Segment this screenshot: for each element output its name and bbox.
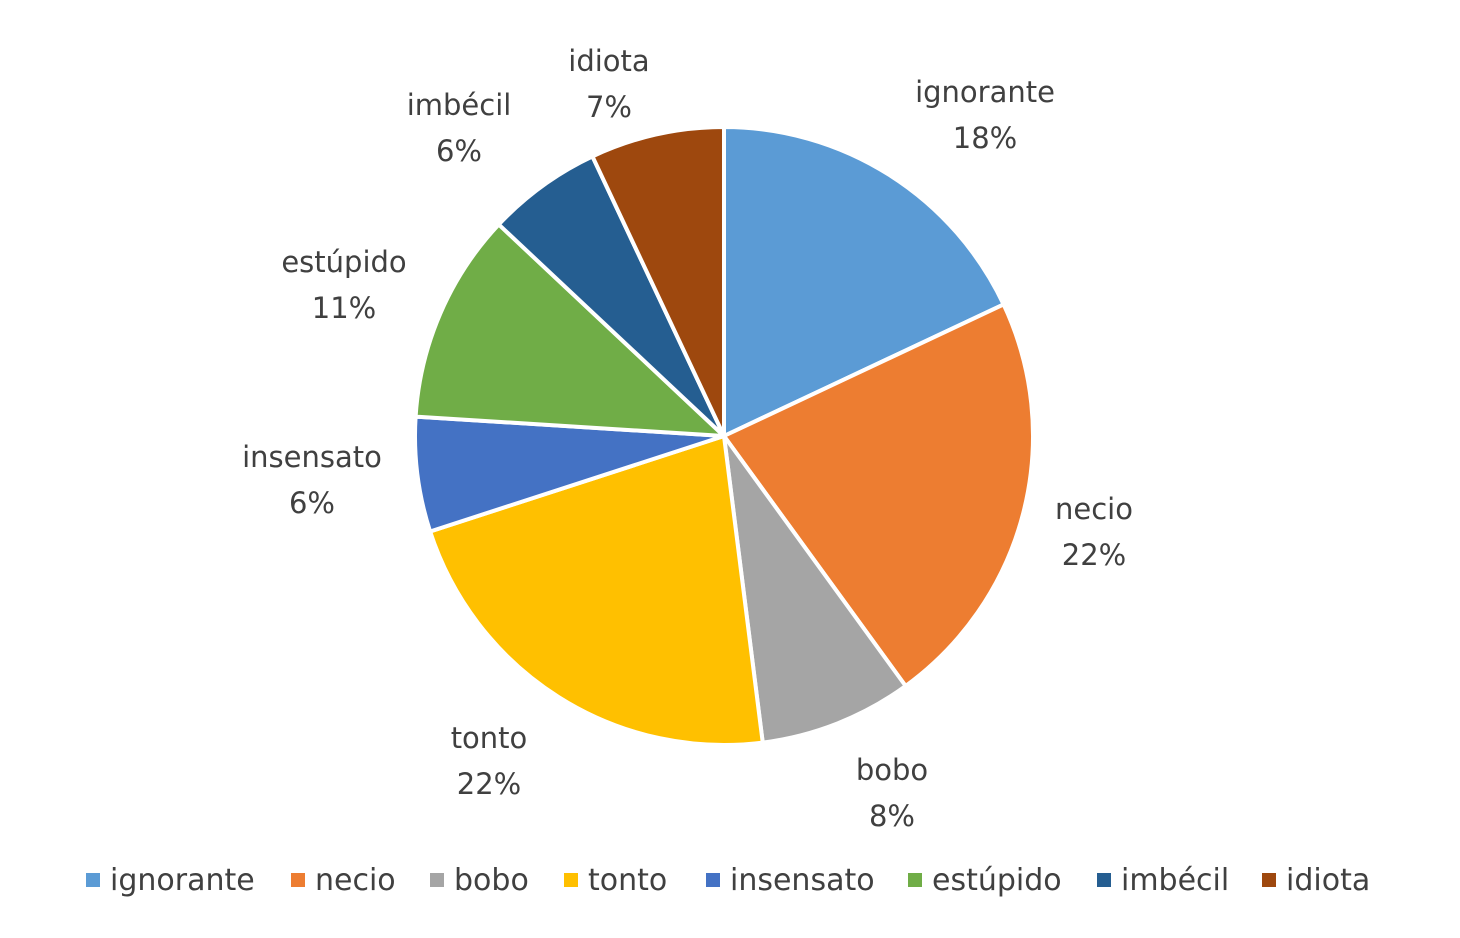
- legend-swatch: [564, 873, 578, 887]
- legend-label: insensato: [730, 863, 875, 898]
- data-label-percent: 18%: [953, 121, 1017, 155]
- legend-label: estúpido: [932, 863, 1062, 898]
- legend-swatch: [706, 873, 720, 887]
- data-label-category: idiota: [568, 44, 649, 78]
- data-label-ignorante: ignorante 18%: [915, 75, 1055, 155]
- data-label-percent: 22%: [457, 767, 521, 801]
- legend-item-idiota: idiota: [1262, 863, 1370, 898]
- legend-swatch: [430, 873, 444, 887]
- legend-swatch: [291, 873, 305, 887]
- legend-item-tonto: tonto: [564, 863, 667, 898]
- legend-label: idiota: [1286, 863, 1370, 898]
- data-label-percent: 6%: [436, 134, 482, 168]
- data-label-percent: 11%: [312, 291, 376, 325]
- pie-slice-bobo: [722, 434, 908, 745]
- chart-legend: ignorante necio bobo tonto insensato estúpido…: [86, 863, 1370, 898]
- legend-label: ignorante: [110, 863, 255, 898]
- data-label-category: estúpido: [281, 245, 406, 279]
- data-label-idiota: idiota 7%: [568, 44, 649, 124]
- data-label-insensato: insensato 6%: [242, 440, 382, 520]
- legend-item-estúpido: estúpido: [908, 863, 1062, 898]
- legend-swatch: [86, 873, 100, 887]
- pie-slice-ignorante: [722, 125, 1006, 438]
- pie-data-labels: ignorante 18% necio 22% bobo 8% tonto 22% insens…: [242, 44, 1133, 833]
- legend-label: bobo: [454, 863, 529, 898]
- data-label-percent: 22%: [1062, 538, 1126, 572]
- data-label-category: imbécil: [407, 88, 512, 122]
- legend-label: imbécil: [1121, 863, 1229, 898]
- data-label-imbécil: imbécil 6%: [407, 88, 512, 168]
- legend-item-insensato: insensato: [706, 863, 875, 898]
- data-label-tonto: tonto 22%: [451, 721, 528, 801]
- legend-item-ignorante: ignorante: [86, 863, 255, 898]
- legend-label: necio: [315, 863, 396, 898]
- data-label-percent: 8%: [869, 799, 915, 833]
- data-label-estúpido: estúpido 11%: [281, 245, 406, 325]
- data-label-percent: 7%: [586, 90, 632, 124]
- data-label-category: insensato: [242, 440, 382, 474]
- data-label-category: tonto: [451, 721, 528, 755]
- legend-item-bobo: bobo: [430, 863, 529, 898]
- pie-slices: [413, 125, 1035, 747]
- legend-swatch: [908, 873, 922, 887]
- data-label-category: bobo: [856, 753, 928, 787]
- pie-slice-idiota: [590, 125, 726, 438]
- data-label-necio: necio 22%: [1055, 492, 1133, 572]
- legend-item-necio: necio: [291, 863, 396, 898]
- legend-item-imbécil: imbécil: [1097, 863, 1229, 898]
- data-label-percent: 6%: [289, 486, 335, 520]
- pie-slice-necio: [722, 302, 1035, 688]
- data-label-category: ignorante: [915, 75, 1055, 109]
- data-label-category: necio: [1055, 492, 1133, 526]
- legend-label: tonto: [588, 863, 667, 898]
- pie-slice-tonto: [428, 434, 765, 747]
- legend-swatch: [1097, 873, 1111, 887]
- data-label-bobo: bobo 8%: [856, 753, 928, 833]
- legend-swatch: [1262, 873, 1276, 887]
- pie-slice-estúpido: [413, 222, 726, 438]
